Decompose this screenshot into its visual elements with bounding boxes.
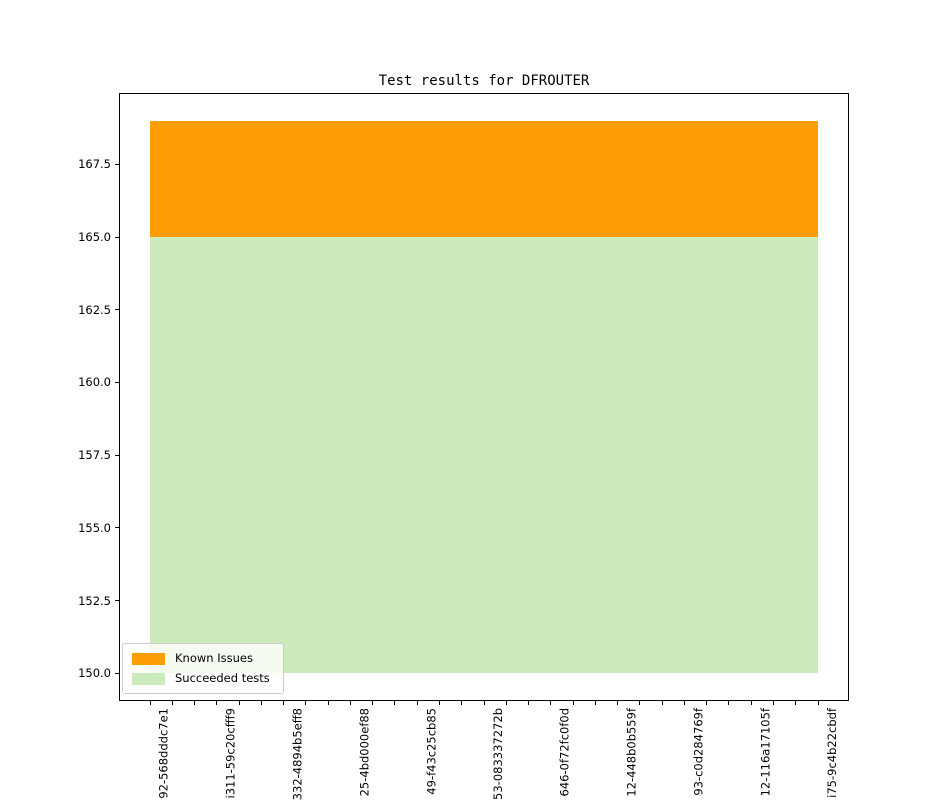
- y-tick-label: 162.5: [78, 302, 111, 317]
- x-tick-label: 332-4894b5eff8: [290, 708, 305, 800]
- x-tick-label: i311-59c20cfff9: [223, 708, 238, 799]
- legend-label-known-issues: Known Issues: [175, 651, 253, 665]
- x-tick-mark: [149, 701, 151, 705]
- x-tick-mark: [283, 701, 285, 705]
- y-tick-mark: [115, 309, 119, 311]
- x-tick-mark: [349, 701, 351, 705]
- y-tick-label: 152.5: [78, 593, 111, 608]
- x-tick-label: 12-116a17105f: [758, 708, 773, 797]
- x-tick-label: 53-083337272b: [491, 708, 505, 800]
- y-tick-mark: [115, 672, 119, 674]
- y-tick-label: 167.5: [78, 157, 111, 172]
- y-tick-label: 165.0: [78, 230, 111, 244]
- area-known-issues: [150, 120, 818, 237]
- x-tick-label: 646-0f72fc0f0d: [557, 708, 572, 797]
- x-tick-mark: [728, 701, 730, 705]
- x-tick-mark: [216, 701, 218, 705]
- legend-item-succeeded-tests: Succeeded tests: [132, 671, 270, 686]
- y-tick-mark: [115, 381, 119, 383]
- y-tick-mark: [115, 454, 119, 456]
- y-tick-label: 150.0: [78, 666, 111, 681]
- y-tick-label: 160.0: [78, 375, 111, 390]
- y-tick-mark: [115, 236, 119, 238]
- x-tick-mark: [438, 701, 440, 705]
- x-tick-label: 25-4bd000ef88: [357, 708, 372, 797]
- legend-label-succeeded-tests: Succeeded tests: [175, 671, 270, 685]
- x-tick-label: 92-568dddc7e1: [157, 708, 171, 799]
- x-tick-label: 93-c0d284769f: [691, 708, 706, 796]
- x-tick-mark: [795, 701, 797, 705]
- x-tick-mark: [505, 701, 507, 705]
- x-tick-mark: [683, 701, 685, 705]
- y-tick-label: 157.5: [78, 448, 111, 463]
- x-tick-mark: [305, 701, 307, 705]
- plot-area: [119, 93, 849, 701]
- x-tick-mark: [750, 701, 752, 705]
- x-tick-mark: [706, 701, 708, 705]
- legend-swatch-succeeded-tests: [132, 672, 165, 685]
- x-tick-mark: [772, 701, 774, 705]
- x-tick-mark: [238, 701, 240, 705]
- y-tick-mark: [115, 527, 119, 529]
- x-tick-mark: [528, 701, 530, 705]
- x-tick-mark: [260, 701, 262, 705]
- legend: Known Issues Succeeded tests: [122, 643, 284, 694]
- x-tick-mark: [394, 701, 396, 705]
- x-tick-mark: [416, 701, 418, 705]
- area-succeeded-tests: [150, 237, 818, 674]
- x-tick-mark: [483, 701, 485, 705]
- legend-item-known-issues: Known Issues: [132, 651, 270, 666]
- x-tick-mark: [817, 701, 819, 705]
- x-tick-mark: [550, 701, 552, 705]
- x-tick-mark: [372, 701, 374, 705]
- y-tick-mark: [115, 163, 119, 165]
- x-tick-label: 49-f43c25cb85: [424, 708, 439, 795]
- x-tick-label: 12-448b0b559f: [624, 708, 639, 797]
- y-tick-label: 155.0: [78, 520, 111, 535]
- x-tick-mark: [171, 701, 173, 705]
- legend-swatch-known-issues: [132, 652, 165, 665]
- x-tick-mark: [594, 701, 596, 705]
- chart-title: Test results for DFROUTER: [378, 73, 590, 89]
- x-tick-mark: [617, 701, 619, 705]
- y-tick-mark: [115, 600, 119, 602]
- x-tick-mark: [661, 701, 663, 705]
- x-tick-mark: [194, 701, 196, 705]
- x-tick-mark: [572, 701, 574, 705]
- x-tick-label: i75-9c4b22cbdf: [825, 708, 839, 798]
- x-tick-mark: [461, 701, 463, 705]
- x-tick-mark: [327, 701, 329, 705]
- x-tick-mark: [639, 701, 641, 705]
